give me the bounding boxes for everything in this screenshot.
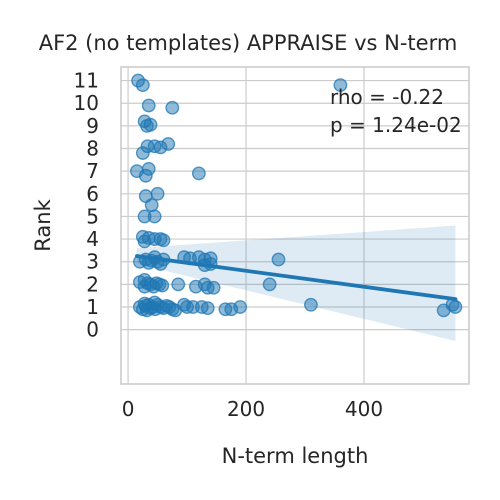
data-point — [171, 277, 186, 292]
regression-confidence-band — [136, 225, 456, 341]
x-axis-label: N-term length — [222, 444, 369, 468]
data-point — [144, 198, 159, 213]
plot-frame — [120, 66, 470, 385]
regression-line — [135, 254, 458, 301]
x-tick-label: 200 — [227, 397, 265, 421]
data-point — [150, 186, 165, 201]
data-point — [191, 166, 206, 181]
data-point — [141, 98, 156, 113]
y-tick-label: 10 — [74, 91, 99, 115]
data-point — [448, 300, 463, 314]
data-point — [206, 280, 221, 295]
data-point — [271, 252, 286, 267]
x-tick-label: 0 — [122, 397, 135, 421]
y-tick-label: 3 — [86, 250, 99, 274]
data-point — [161, 137, 176, 151]
data-point — [233, 300, 248, 314]
data-point — [137, 234, 152, 249]
data-point — [143, 117, 158, 132]
y-axis-label: Rank — [31, 198, 55, 251]
data-point — [147, 209, 162, 224]
y-tick-label: 4 — [86, 227, 99, 251]
data-point — [135, 78, 150, 93]
data-point — [333, 78, 348, 93]
data-point — [137, 272, 152, 287]
data-point — [165, 100, 180, 115]
data-point — [180, 300, 194, 314]
y-tick-label: 9 — [86, 114, 99, 138]
y-tick-label: 6 — [86, 182, 99, 206]
chart-title: AF2 (no templates) APPRAISE vs N-term — [39, 31, 458, 55]
rho-annotation: rho = -0.22 — [330, 85, 444, 109]
y-tick-label: 8 — [86, 137, 99, 161]
data-point — [156, 233, 171, 248]
data-point — [155, 278, 170, 293]
p-value-annotation: p = 1.24e-02 — [330, 113, 462, 137]
y-tick-label: 11 — [74, 69, 99, 93]
data-point — [141, 161, 156, 176]
x-tick-label: 400 — [345, 397, 383, 421]
data-point — [137, 296, 152, 311]
y-tick-label: 2 — [86, 272, 99, 296]
data-point — [304, 297, 318, 312]
y-tick-label: 7 — [86, 159, 99, 183]
y-tick-label: 1 — [86, 295, 99, 319]
y-tick-label: 5 — [86, 204, 99, 228]
y-tick-label: 0 — [86, 318, 99, 342]
data-point — [262, 277, 277, 292]
data-point — [200, 301, 215, 316]
